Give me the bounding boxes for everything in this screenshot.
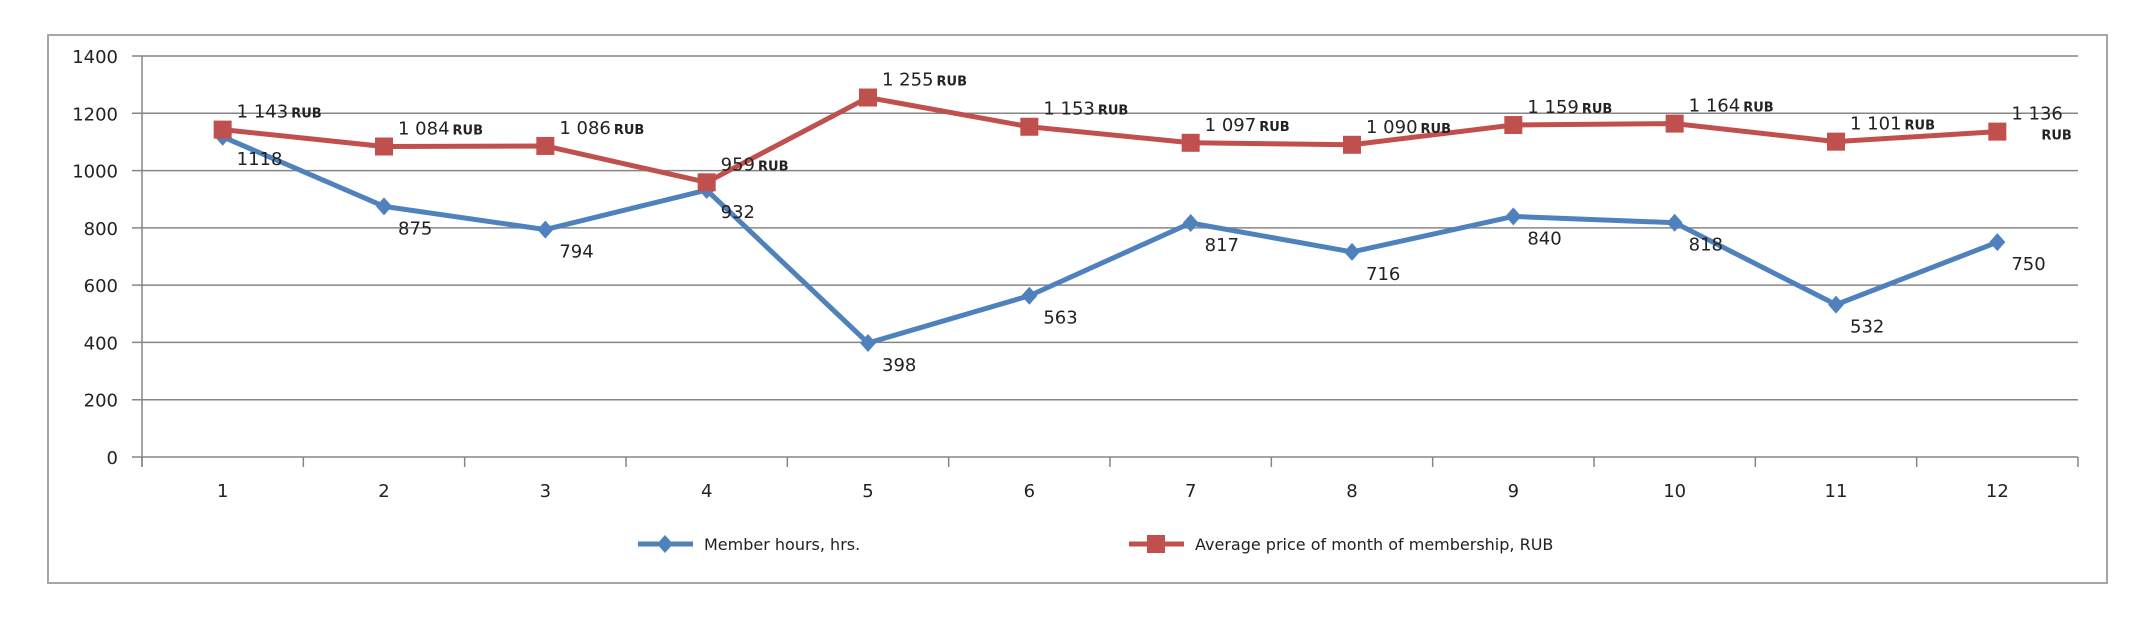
x-tick-label: 11 xyxy=(1825,481,1848,502)
y-tick-label: 600 xyxy=(84,276,118,297)
data-point xyxy=(1181,133,1200,152)
data-point xyxy=(859,88,877,107)
data-label: 1 159 RUB xyxy=(1527,97,1612,118)
data-label: 1 090 RUB xyxy=(1366,117,1451,138)
data-label: 532 xyxy=(1850,317,1884,338)
legend-label: Average price of month of membership, RU… xyxy=(1195,535,1553,554)
data-point xyxy=(1665,114,1684,133)
data-label: 716 xyxy=(1366,264,1400,285)
x-tick-label: 4 xyxy=(701,481,712,502)
data-label: 818 xyxy=(1689,235,1723,256)
data-label: 794 xyxy=(559,242,593,263)
data-point xyxy=(1505,207,1522,226)
data-point xyxy=(1504,116,1523,135)
data-label: 959 RUB xyxy=(721,154,789,175)
data-point xyxy=(1182,213,1199,232)
y-tick-label: 200 xyxy=(84,391,118,412)
data-label: 1 084 RUB xyxy=(398,119,483,140)
data-point xyxy=(1021,286,1038,305)
series-line-average-price xyxy=(222,95,1998,185)
data-label: 1 097 RUB xyxy=(1205,115,1290,136)
y-tick-label: 400 xyxy=(84,333,118,354)
data-label: 1 101 RUB xyxy=(1850,114,1935,135)
data-point xyxy=(1344,242,1360,261)
chart-frame xyxy=(47,34,2108,584)
y-tick-label: 1400 xyxy=(72,47,118,68)
y-tick-label: 1000 xyxy=(72,162,118,183)
data-point xyxy=(536,136,555,155)
data-label: 932 xyxy=(721,202,755,223)
data-point xyxy=(376,197,392,216)
legend-marker-diamond xyxy=(657,535,673,553)
legend-marker-square xyxy=(1147,535,1165,553)
data-point xyxy=(1020,117,1039,136)
x-tick-label: 1 xyxy=(217,481,228,502)
data-label: 1 255 RUB xyxy=(882,70,967,91)
x-tick-label: 12 xyxy=(1986,481,2009,502)
y-tick-label: 0 xyxy=(107,448,118,469)
y-tick-label: 800 xyxy=(84,219,118,240)
series-line-member-hours xyxy=(221,134,1999,346)
data-label: 840 xyxy=(1527,228,1561,249)
x-tick-label: 6 xyxy=(1024,481,1035,502)
x-tick-label: 8 xyxy=(1346,481,1357,502)
data-point xyxy=(1827,132,1845,151)
data-label: 750 xyxy=(2011,254,2045,275)
data-point xyxy=(1988,122,2007,141)
data-point xyxy=(1666,213,1683,232)
x-tick-label: 3 xyxy=(540,481,551,502)
data-label: 1 164 RUB xyxy=(1689,96,1774,117)
data-label: 1118 xyxy=(237,149,283,170)
data-label: 875 xyxy=(398,218,432,239)
legend-label: Member hours, hrs. xyxy=(704,535,860,554)
data-point xyxy=(375,137,393,156)
data-point xyxy=(860,334,876,353)
x-tick-label: 10 xyxy=(1663,481,1686,502)
legend: Member hours, hrs. Average price of month… xyxy=(638,535,1553,554)
data-point xyxy=(1343,135,1361,154)
x-tick-label: 2 xyxy=(378,481,389,502)
data-point xyxy=(1989,233,2006,252)
y-tick-label: 1200 xyxy=(72,104,118,125)
x-tick-label: 9 xyxy=(1508,481,1519,502)
data-point xyxy=(697,173,716,192)
data-label: 398 xyxy=(882,355,916,376)
data-point xyxy=(537,220,554,239)
data-label: 1 086 RUB xyxy=(559,118,644,139)
data-label: 563 xyxy=(1043,308,1077,329)
data-label: 1 136 RUB xyxy=(2011,104,2071,144)
data-label: 1 143 RUB xyxy=(237,102,322,123)
data-label: 1 153 RUB xyxy=(1043,99,1128,120)
data-point xyxy=(213,120,232,139)
data-point xyxy=(1828,295,1844,314)
data-label: 817 xyxy=(1205,235,1239,256)
x-tick-label: 7 xyxy=(1185,481,1196,502)
x-tick-label: 5 xyxy=(862,481,873,502)
